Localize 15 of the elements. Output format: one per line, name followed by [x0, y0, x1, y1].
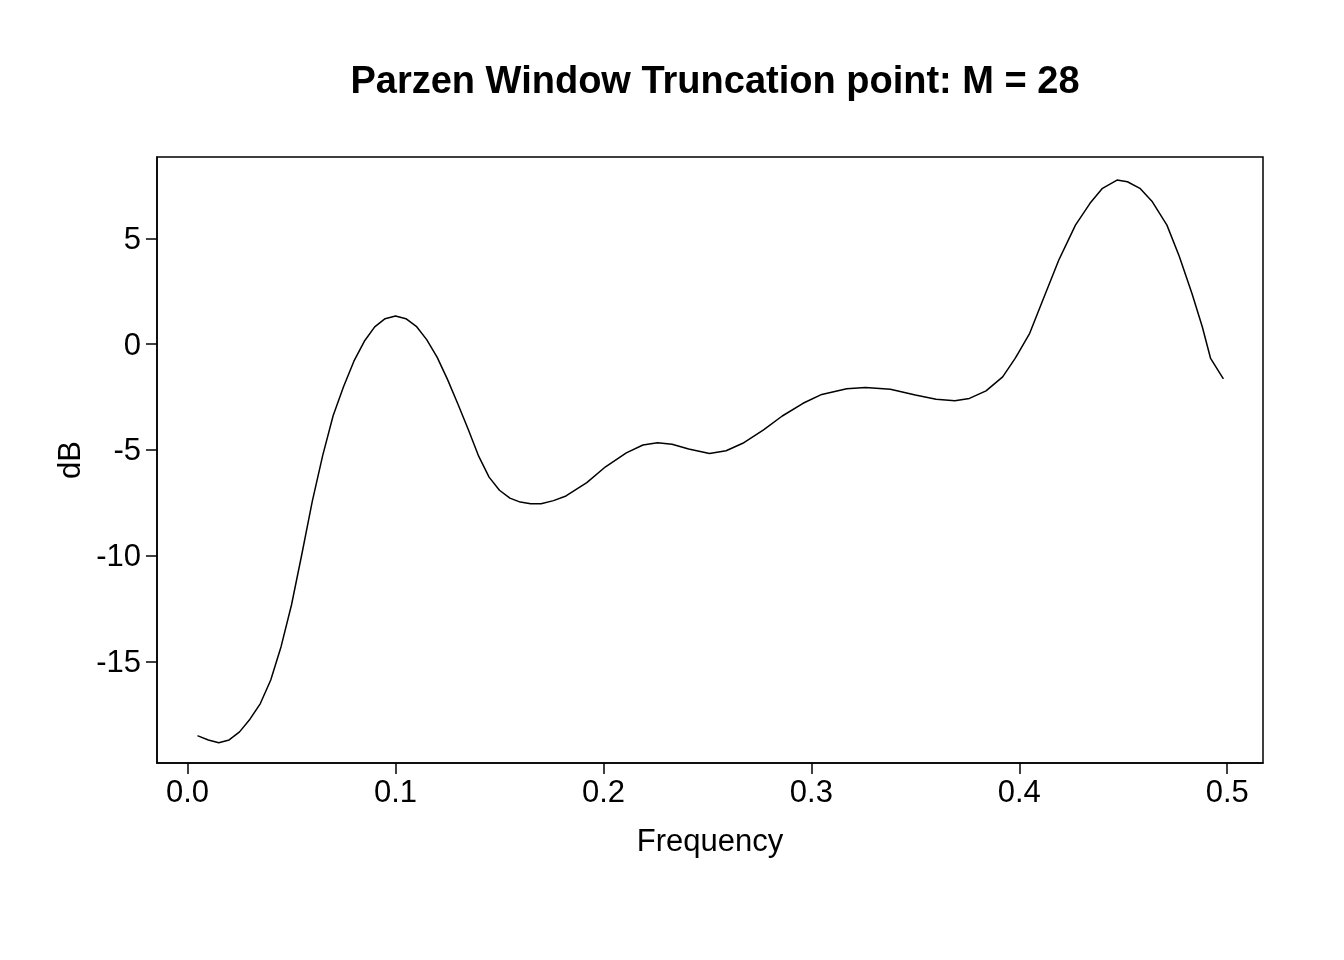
y-tick-label: 0 [123, 326, 141, 362]
x-tick-label: 0.5 [1205, 774, 1249, 809]
line-series [197, 179, 1224, 744]
y-axis-title: dB [52, 441, 88, 479]
chart-title: Parzen Window Truncation point: M = 28 [350, 59, 1080, 101]
x-tick-label: 0.4 [997, 774, 1041, 809]
x-tick-label: 0.2 [581, 774, 625, 809]
x-tick-label: 0.1 [373, 774, 418, 809]
x-axis-title: Frequency [636, 823, 784, 858]
y-tick-label: 5 [123, 220, 141, 256]
y-tick-label: -15 [96, 643, 141, 679]
x-tick-label: 0.3 [789, 774, 833, 809]
y-tick-label: -10 [96, 538, 141, 574]
y-tick-label: -5 [113, 432, 141, 468]
x-tick-label: 0.0 [166, 774, 210, 809]
